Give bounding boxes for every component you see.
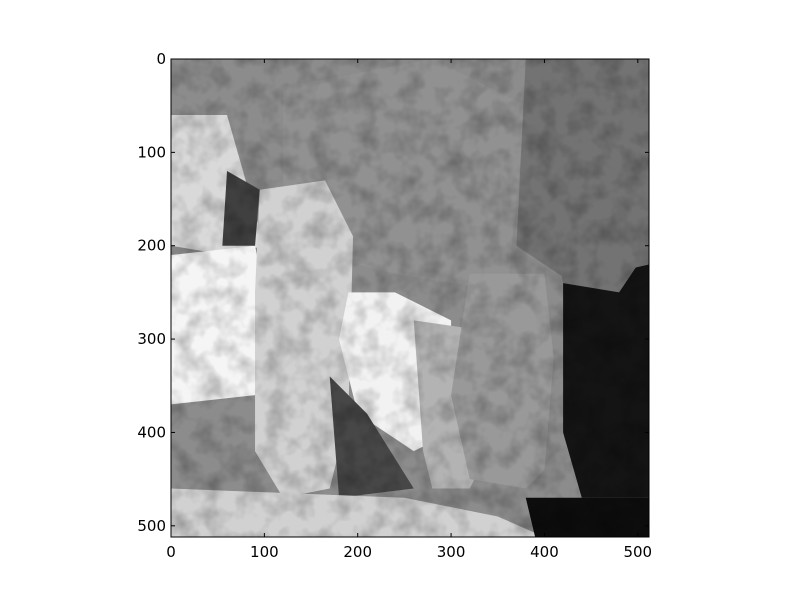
x-tick-label: 200 xyxy=(343,543,372,561)
y-tick-label: 100 xyxy=(137,143,166,161)
x-tick-label: 100 xyxy=(250,543,279,561)
y-axis: 0 100 200 300 400 500 xyxy=(137,50,649,535)
x-tick-label: 0 xyxy=(166,543,176,561)
y-tick-label: 0 xyxy=(156,50,166,68)
y-tick-label: 400 xyxy=(137,423,166,441)
x-tick-label: 400 xyxy=(530,543,559,561)
y-tick-label: 200 xyxy=(137,237,166,255)
x-tick-label: 500 xyxy=(623,543,652,561)
y-tick-label: 500 xyxy=(137,517,166,535)
y-tick-label: 300 xyxy=(137,330,166,348)
plot-frame xyxy=(170,58,650,538)
heatmap-texture xyxy=(171,59,649,537)
x-axis: 0 100 200 300 400 500 xyxy=(166,59,652,561)
x-tick-label: 300 xyxy=(437,543,466,561)
